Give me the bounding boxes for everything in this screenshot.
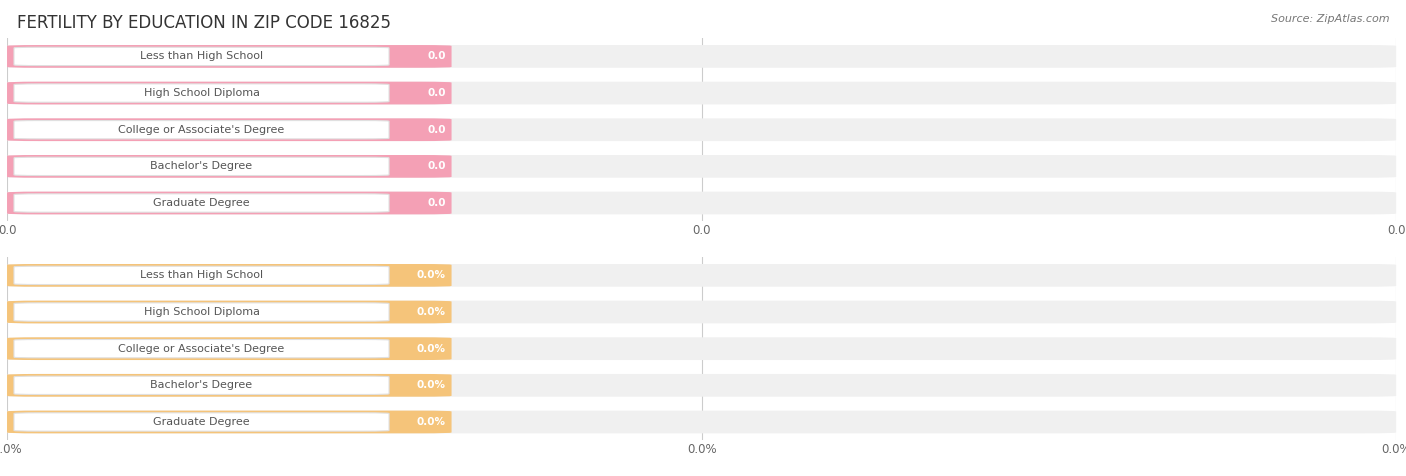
FancyBboxPatch shape <box>7 119 1396 141</box>
FancyBboxPatch shape <box>14 266 389 285</box>
FancyBboxPatch shape <box>7 337 1396 360</box>
FancyBboxPatch shape <box>7 411 451 433</box>
Text: 0.0%: 0.0% <box>418 380 446 390</box>
Text: 0.0%: 0.0% <box>418 417 446 427</box>
Text: Less than High School: Less than High School <box>141 270 263 280</box>
FancyBboxPatch shape <box>7 374 451 397</box>
FancyBboxPatch shape <box>7 82 1396 104</box>
FancyBboxPatch shape <box>7 192 1396 214</box>
Text: 0.0: 0.0 <box>427 161 446 171</box>
FancyBboxPatch shape <box>7 82 451 104</box>
FancyBboxPatch shape <box>7 301 451 323</box>
FancyBboxPatch shape <box>14 376 389 395</box>
FancyBboxPatch shape <box>7 301 1396 323</box>
FancyBboxPatch shape <box>14 303 389 321</box>
Text: 0.0%: 0.0% <box>418 344 446 354</box>
FancyBboxPatch shape <box>7 45 451 68</box>
FancyBboxPatch shape <box>7 155 451 178</box>
Text: Source: ZipAtlas.com: Source: ZipAtlas.com <box>1271 14 1389 24</box>
FancyBboxPatch shape <box>14 157 389 176</box>
Text: College or Associate's Degree: College or Associate's Degree <box>118 344 284 354</box>
Text: 0.0: 0.0 <box>427 88 446 98</box>
FancyBboxPatch shape <box>7 192 451 214</box>
Text: High School Diploma: High School Diploma <box>143 307 260 317</box>
Text: 0.0: 0.0 <box>427 51 446 61</box>
FancyBboxPatch shape <box>14 120 389 139</box>
FancyBboxPatch shape <box>7 45 1396 68</box>
FancyBboxPatch shape <box>14 339 389 358</box>
FancyBboxPatch shape <box>7 337 451 360</box>
Text: High School Diploma: High School Diploma <box>143 88 260 98</box>
Text: 0.0%: 0.0% <box>418 307 446 317</box>
Text: College or Associate's Degree: College or Associate's Degree <box>118 125 284 135</box>
Text: Less than High School: Less than High School <box>141 51 263 61</box>
Text: FERTILITY BY EDUCATION IN ZIP CODE 16825: FERTILITY BY EDUCATION IN ZIP CODE 16825 <box>17 14 391 32</box>
Text: 0.0: 0.0 <box>427 198 446 208</box>
FancyBboxPatch shape <box>14 194 389 212</box>
FancyBboxPatch shape <box>7 411 1396 433</box>
FancyBboxPatch shape <box>7 155 1396 178</box>
FancyBboxPatch shape <box>7 119 451 141</box>
Text: Bachelor's Degree: Bachelor's Degree <box>150 380 253 390</box>
FancyBboxPatch shape <box>7 264 1396 287</box>
FancyBboxPatch shape <box>14 84 389 102</box>
Text: 0.0%: 0.0% <box>418 270 446 280</box>
FancyBboxPatch shape <box>14 47 389 66</box>
Text: Bachelor's Degree: Bachelor's Degree <box>150 161 253 171</box>
Text: 0.0: 0.0 <box>427 125 446 135</box>
FancyBboxPatch shape <box>14 413 389 431</box>
Text: Graduate Degree: Graduate Degree <box>153 198 250 208</box>
FancyBboxPatch shape <box>7 374 1396 397</box>
FancyBboxPatch shape <box>7 264 451 287</box>
Text: Graduate Degree: Graduate Degree <box>153 417 250 427</box>
